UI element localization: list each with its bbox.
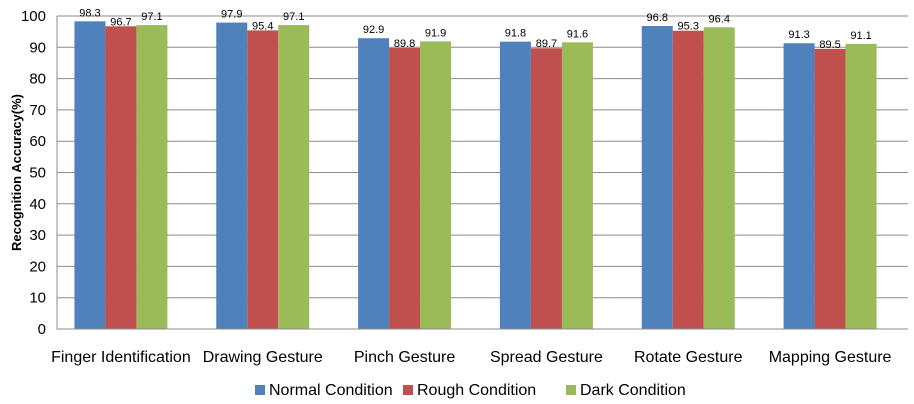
data-label-2-0: 92.9 (363, 24, 384, 36)
bar-0-0 (74, 21, 106, 330)
legend-swatch-0 (255, 385, 265, 395)
bar-2-0 (358, 38, 390, 330)
legend: Normal Condition Rough Condition Dark Cond… (255, 382, 686, 399)
bar-4-2 (703, 27, 735, 329)
bar-2-2 (420, 41, 452, 330)
bar-1-2 (278, 25, 310, 330)
legend-swatch-1 (403, 385, 413, 395)
bar-5-1 (814, 48, 846, 330)
bar-4-0 (641, 26, 673, 330)
y-tick-label-30: 30 (29, 227, 46, 244)
bar-3-1 (530, 48, 562, 329)
x-tick-label-5: Mapping Gesture (769, 349, 892, 366)
y-tick-label-40: 40 (29, 196, 46, 213)
bar-4-1 (672, 30, 704, 330)
y-tick-label-50: 50 (29, 165, 46, 182)
y-tick-label-10: 10 (29, 290, 46, 307)
y-tick-label-80: 80 (29, 71, 46, 88)
gridlines (57, 15, 908, 299)
bar-1-0 (216, 22, 248, 330)
bars (74, 21, 877, 330)
bar-3-2 (561, 42, 593, 330)
bar-0-2 (136, 25, 168, 330)
legend-label-0: Normal Condition (269, 382, 393, 399)
legend-label-1: Rough Condition (417, 382, 536, 399)
data-label-4-2: 96.4 (709, 13, 730, 25)
y-axis-ticks: 0 10 20 30 40 50 60 70 80 90 100 (21, 8, 46, 338)
x-tick-label-4: Rotate Gesture (634, 349, 743, 366)
y-tick-label-70: 70 (29, 102, 46, 119)
data-label-1-2: 97.1 (283, 11, 304, 23)
bar-5-0 (783, 43, 815, 330)
x-tick-label-0: Finger Identification (51, 349, 191, 366)
bar-5-2 (845, 43, 877, 330)
x-axis-categories: Finger Identification Drawing Gesture Pinc… (51, 349, 891, 366)
data-label-0-2: 97.1 (141, 11, 162, 23)
data-label-1-1: 95.4 (252, 20, 273, 32)
data-label-0-0: 98.3 (79, 7, 100, 19)
data-label-1-0: 97.9 (221, 9, 242, 21)
data-labels: 98.3 96.7 97.1 97.9 95.4 97.1 92.9 89.8 91.9 91.8… (79, 7, 872, 51)
y-tick-label-20: 20 (29, 258, 46, 275)
x-tick-label-1: Drawing Gesture (203, 349, 323, 366)
legend-swatch-2 (566, 385, 576, 395)
data-label-4-1: 95.3 (678, 21, 699, 33)
data-label-4-0: 96.8 (647, 12, 668, 24)
data-label-5-2: 91.1 (850, 30, 871, 42)
data-label-3-1: 89.7 (536, 38, 557, 50)
y-tick-label-0: 0 (38, 321, 46, 338)
bar-3-0 (499, 41, 531, 329)
y-tick-label-60: 60 (29, 133, 46, 150)
bar-2-1 (389, 47, 421, 330)
y-tick-label-90: 90 (29, 39, 46, 56)
y-axis-title: Recognition Accuracy(%) (9, 94, 24, 251)
data-label-3-0: 91.8 (505, 28, 526, 40)
data-label-5-0: 91.3 (788, 29, 809, 41)
x-tick-label-3: Spread Gesture (490, 349, 603, 366)
x-tick-label-2: Pinch Gesture (354, 349, 455, 366)
data-label-0-1: 96.7 (110, 16, 131, 28)
data-label-2-1: 89.8 (394, 38, 415, 50)
bar-0-1 (105, 26, 137, 329)
data-label-3-2: 91.6 (567, 28, 588, 40)
legend-label-2: Dark Condition (580, 382, 686, 399)
data-label-2-2: 91.9 (425, 27, 446, 39)
bar-1-1 (247, 30, 279, 329)
y-tick-label-100: 100 (21, 8, 46, 25)
data-label-5-1: 89.5 (819, 39, 840, 51)
